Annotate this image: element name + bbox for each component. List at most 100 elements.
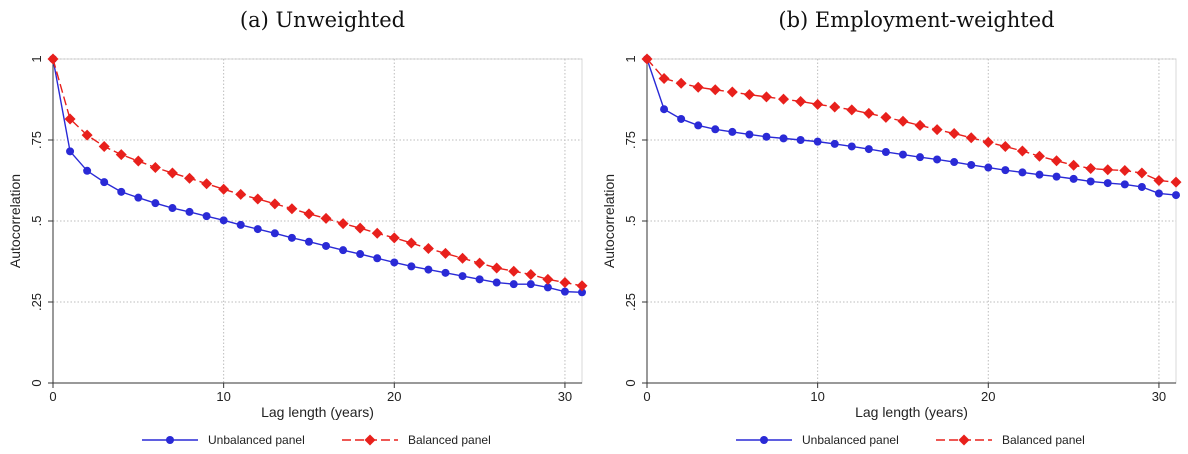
y-tick-label: 0	[623, 379, 638, 386]
data-point-balanced-panel	[1119, 164, 1131, 176]
data-point-balanced-panel	[743, 89, 755, 101]
data-point-balanced-panel	[1068, 159, 1080, 171]
data-point-unbalanced-panel	[677, 114, 686, 123]
x-tick-label: 10	[810, 389, 824, 404]
data-point-balanced-panel	[491, 262, 503, 274]
data-point-balanced-panel	[303, 208, 315, 220]
data-point-unbalanced-panel	[950, 158, 959, 167]
data-point-balanced-panel	[201, 178, 213, 190]
data-point-unbalanced-panel	[881, 147, 890, 156]
legend-label-unbalanced-panel: Unbalanced panel	[208, 433, 305, 447]
data-point-unbalanced-panel	[373, 254, 382, 263]
data-point-unbalanced-panel	[762, 132, 771, 141]
data-point-unbalanced-panel	[830, 139, 839, 148]
data-point-unbalanced-panel	[796, 136, 805, 144]
plot-area	[646, 58, 1177, 384]
data-point-unbalanced-panel	[1103, 179, 1112, 188]
chart-panel-employment-weighted: (b) Employment-weighted 0 10 20 30 0 .25 .5 .75 1…	[594, 0, 1188, 454]
chart-unweighted: (a) Unweighted 0 10 20 30 0 .25 .5 .75 1 Lag lengt…	[7, 8, 588, 447]
y-tick-label: 1	[29, 55, 44, 62]
data-point-balanced-panel	[897, 115, 909, 127]
data-point-balanced-panel	[542, 273, 554, 285]
data-point-unbalanced-panel	[339, 246, 348, 255]
data-point-balanced-panel	[675, 77, 687, 89]
data-point-unbalanced-panel	[219, 216, 228, 225]
data-point-balanced-panel	[778, 93, 790, 105]
data-point-unbalanced-panel	[779, 134, 788, 143]
data-point-balanced-panel	[965, 132, 977, 144]
data-point-unbalanced-panel	[151, 199, 160, 208]
data-point-unbalanced-panel	[1137, 182, 1146, 191]
data-point-unbalanced-panel	[864, 145, 873, 154]
data-point-balanced-panel	[235, 188, 247, 200]
data-point-unbalanced-panel	[185, 207, 194, 216]
data-point-unbalanced-panel	[1154, 189, 1163, 198]
data-point-unbalanced-panel	[424, 265, 433, 274]
data-point-unbalanced-panel	[253, 225, 262, 234]
data-point-balanced-panel	[98, 140, 110, 152]
data-point-unbalanced-panel	[543, 283, 552, 292]
legend-marker-unbalanced-panel	[166, 436, 174, 444]
data-point-balanced-panel	[829, 101, 841, 113]
data-point-balanced-panel	[658, 72, 670, 84]
data-point-balanced-panel	[64, 113, 76, 125]
x-tick-label: 0	[643, 389, 650, 404]
data-point-unbalanced-panel	[390, 258, 399, 267]
data-point-unbalanced-panel	[694, 121, 703, 130]
data-point-balanced-panel	[457, 252, 469, 264]
data-point-unbalanced-panel	[322, 241, 331, 250]
data-point-balanced-panel	[47, 53, 59, 65]
y-tick-label: 1	[623, 55, 638, 62]
data-point-balanced-panel	[812, 98, 824, 110]
data-point-balanced-panel	[795, 95, 807, 107]
data-point-unbalanced-panel	[100, 178, 109, 187]
data-point-balanced-panel	[405, 237, 417, 249]
data-point-balanced-panel	[880, 111, 892, 123]
data-point-balanced-panel	[1153, 175, 1165, 186]
data-point-balanced-panel	[166, 167, 178, 179]
legend-marker-balanced-panel	[364, 434, 376, 446]
data-point-balanced-panel	[1016, 145, 1028, 157]
data-point-unbalanced-panel	[134, 193, 143, 202]
data-point-balanced-panel	[337, 218, 349, 230]
data-point-unbalanced-panel	[441, 268, 450, 277]
y-tick-label: .25	[29, 293, 44, 311]
data-point-unbalanced-panel	[578, 288, 586, 297]
data-point-unbalanced-panel	[270, 229, 279, 238]
data-point-balanced-panel	[354, 222, 366, 234]
data-point-unbalanced-panel	[287, 233, 296, 242]
data-point-balanced-panel	[422, 243, 434, 255]
data-point-unbalanced-panel	[66, 147, 75, 156]
legend-label-unbalanced-panel: Unbalanced panel	[802, 433, 899, 447]
data-point-unbalanced-panel	[236, 220, 245, 229]
y-tick-label: .25	[623, 293, 638, 311]
data-point-balanced-panel	[1033, 150, 1045, 162]
data-point-unbalanced-panel	[168, 204, 177, 213]
data-point-unbalanced-panel	[1018, 168, 1027, 177]
y-tick-label: .75	[29, 131, 44, 149]
data-point-balanced-panel	[252, 193, 264, 205]
legend-marker-balanced-panel	[958, 434, 970, 446]
data-point-balanced-panel	[218, 183, 230, 195]
y-tick-label: .75	[623, 131, 638, 149]
chart-title: (b) Employment-weighted	[778, 8, 1054, 32]
data-point-balanced-panel	[846, 104, 858, 116]
legend-label-balanced-panel: Balanced panel	[1002, 433, 1085, 447]
data-point-balanced-panel	[641, 53, 653, 65]
x-tick-label: 20	[387, 389, 401, 404]
data-point-balanced-panel	[931, 124, 943, 136]
y-tick-label: .5	[29, 216, 44, 227]
chart-panel-unweighted: (a) Unweighted 0 10 20 30 0 .25 .5 .75 1 Lag lengt…	[7, 8, 588, 447]
x-tick-label: 30	[558, 389, 572, 404]
data-point-unbalanced-panel	[509, 280, 518, 289]
x-tick-label: 30	[1152, 389, 1166, 404]
data-point-unbalanced-panel	[711, 125, 720, 134]
y-axis-label: Autocorrelation	[7, 174, 23, 268]
y-axis-label: Autocorrelation	[601, 174, 617, 268]
data-point-unbalanced-panel	[1069, 174, 1078, 183]
data-point-unbalanced-panel	[304, 237, 313, 246]
data-point-balanced-panel	[726, 86, 738, 98]
data-point-unbalanced-panel	[1120, 180, 1129, 189]
data-point-unbalanced-panel	[967, 160, 976, 169]
data-point-balanced-panel	[525, 268, 537, 280]
